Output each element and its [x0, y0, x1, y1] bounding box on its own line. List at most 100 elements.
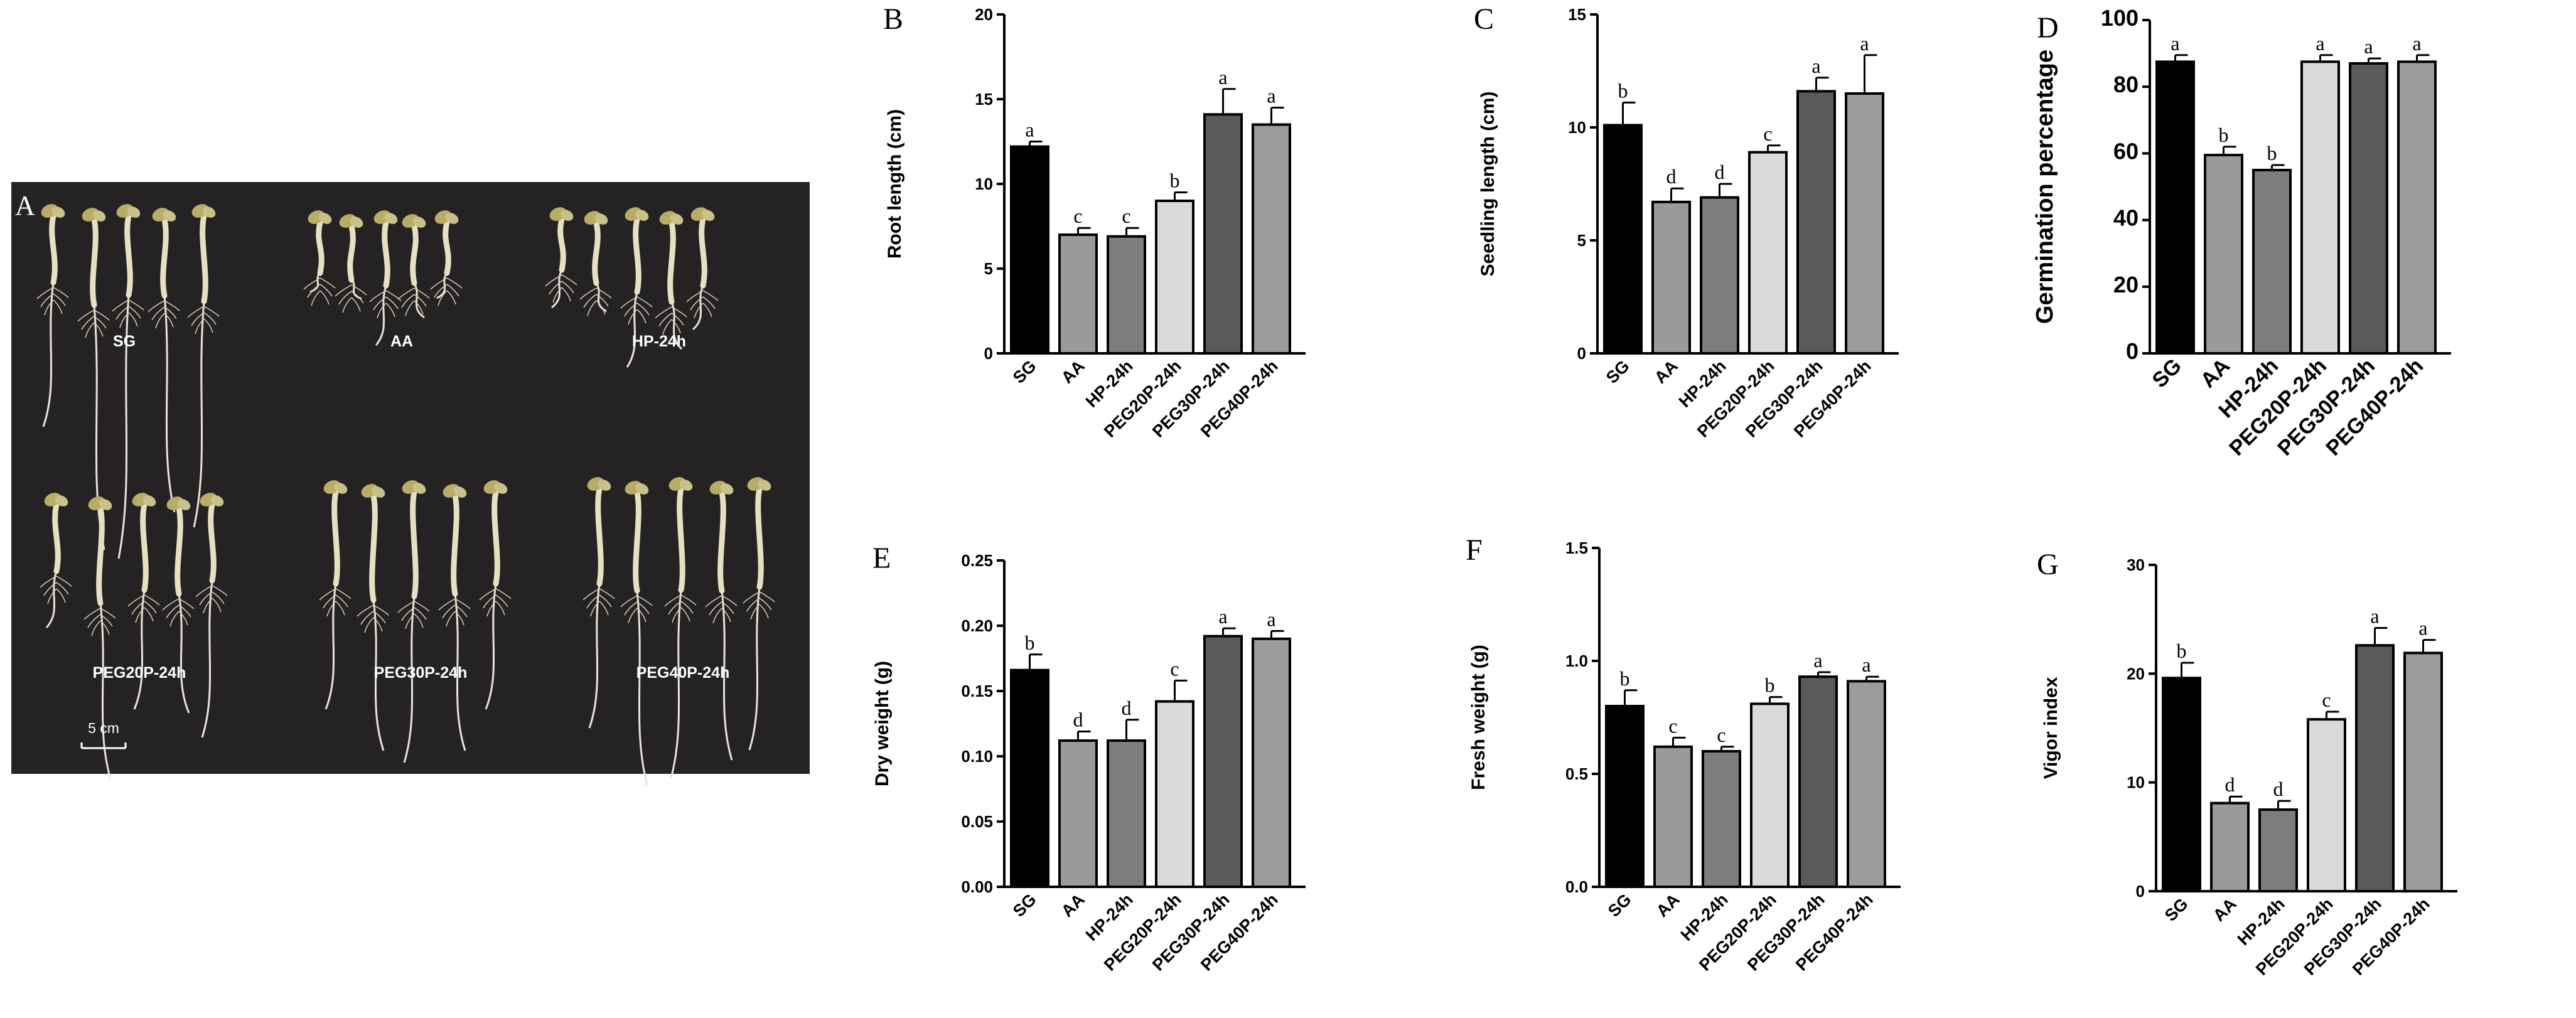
- seedling-lateral-root: [702, 296, 716, 309]
- significance-letter: a: [2171, 32, 2179, 55]
- y-axis-label: Vigor index: [2041, 677, 2061, 779]
- seedling-cotyledon: [318, 213, 332, 224]
- seedling-cotyledon: [177, 499, 191, 510]
- seedling-lateral-root: [680, 594, 697, 606]
- seedling-lateral-root: [53, 299, 63, 314]
- y-tick-label: 40: [2113, 205, 2139, 231]
- seedling-lateral-root: [212, 597, 222, 613]
- seedling-lateral-root: [680, 607, 690, 622]
- significance-letter: c: [1170, 657, 1179, 680]
- bar-peg20p-24h: [1155, 200, 1194, 355]
- y-tick-label: 20: [975, 5, 993, 24]
- seedling-lateral-root: [414, 613, 424, 628]
- seedling-lateral-root: [590, 601, 600, 617]
- significance-letter: a: [1025, 119, 1034, 141]
- x-tick-label: AA: [1653, 890, 1683, 921]
- seedling-cotyledon: [598, 480, 611, 491]
- seedling-root: [670, 589, 682, 779]
- seedling-lateral-root: [636, 303, 650, 316]
- y-tick-label: 1.5: [1565, 538, 1588, 557]
- y-tick-label: 0: [2136, 882, 2145, 901]
- photo-label-peg20p-24h: PEG20P-24h: [93, 664, 186, 682]
- seedling-lateral-root: [373, 604, 389, 616]
- y-tick-label: 20: [2113, 272, 2139, 297]
- seedling-lateral-root: [454, 611, 464, 626]
- seedling-lateral-root: [369, 290, 387, 303]
- seedling-lateral-root: [721, 595, 738, 606]
- seedling-lateral-root: [405, 300, 415, 316]
- seedling-lateral-root: [636, 309, 647, 324]
- significance-letter: a: [1267, 608, 1275, 630]
- significance-letter: a: [1860, 32, 1869, 55]
- x-tick-label: SG: [2148, 354, 2187, 393]
- bar-sg: [1605, 705, 1645, 888]
- seedling-lateral-root: [311, 290, 321, 306]
- significance-letter: a: [2418, 617, 2427, 640]
- seedling-root: [117, 294, 130, 559]
- seedling-lateral-root: [127, 594, 145, 607]
- seedling-hypocotyl: [160, 217, 169, 299]
- seedling-lateral-root: [360, 611, 374, 625]
- seedling-hypocotyl: [331, 489, 340, 587]
- seedling-lateral-root: [446, 277, 463, 289]
- seedling-lateral-root: [414, 287, 430, 299]
- seedling-lateral-root: [40, 293, 54, 308]
- seedling-lateral-root: [495, 588, 512, 599]
- seedling-lateral-root: [203, 306, 220, 317]
- seedling-lateral-root: [87, 614, 101, 628]
- seedling-lateral-root: [53, 293, 66, 306]
- seedling-cotyledon: [720, 483, 734, 495]
- seedling-cotyledon: [202, 206, 216, 218]
- seedling-cotyledon: [758, 480, 771, 491]
- seedling-lateral-root: [582, 588, 600, 601]
- seedling-lateral-root: [672, 607, 682, 623]
- significance-letter: b: [2219, 124, 2229, 146]
- y-tick-label: 10: [975, 174, 993, 193]
- seedling-lateral-root: [100, 620, 110, 635]
- seedling-lateral-root: [655, 306, 672, 319]
- panel-letter-f: F: [1466, 533, 1483, 567]
- seedling-cotyledon: [127, 206, 141, 218]
- y-axis-label: Germination percentage: [2032, 50, 2058, 324]
- seedling-root: [178, 593, 190, 714]
- seedling-lateral-root: [561, 281, 574, 294]
- seedling-lateral-root: [364, 617, 374, 633]
- seedling-cotyledon: [99, 499, 112, 510]
- y-tick-label: 60: [2113, 138, 2139, 164]
- seedling-root: [193, 301, 205, 528]
- seedling-cotyledon: [445, 213, 459, 224]
- significance-letter: a: [1218, 66, 1227, 88]
- seedling-hypocotyl: [557, 216, 566, 273]
- seedling-lateral-root: [397, 601, 415, 613]
- x-tick-label: AA: [2209, 894, 2240, 925]
- seedling-lateral-root: [671, 313, 684, 326]
- seedling-lateral-root: [385, 296, 399, 309]
- y-tick-label: 0.05: [961, 812, 993, 831]
- significance-letter: d: [1666, 165, 1677, 188]
- seedling-root: [133, 589, 146, 710]
- significance-letter: c: [1668, 714, 1677, 737]
- bar-peg30p-24h: [2355, 644, 2395, 893]
- seedling-lateral-root: [662, 319, 672, 335]
- seedling-lateral-root: [712, 608, 722, 624]
- significance-letter: b: [1025, 631, 1035, 654]
- seedling-lateral-root: [705, 595, 722, 608]
- seedling-lateral-root: [583, 294, 597, 308]
- seedling-hypocotyl: [451, 493, 459, 597]
- seedling-lateral-root: [94, 309, 110, 321]
- seedling-lateral-root: [702, 303, 712, 318]
- significance-letter: b: [1170, 169, 1180, 192]
- x-tick-label: SG: [2161, 894, 2192, 925]
- bar-peg30p-24h: [1798, 675, 1838, 888]
- seedling-lateral-root: [144, 594, 160, 606]
- seedling-lateral-root: [94, 316, 107, 329]
- y-tick-label: 0.10: [961, 747, 993, 766]
- seedling-lateral-root: [628, 309, 638, 325]
- seedling-lateral-root: [624, 601, 638, 616]
- seedling-cotyledon: [594, 213, 608, 225]
- significance-letter: d: [1715, 161, 1725, 183]
- chart-germination-percentage: D 0 20 40 60 80 100 Germination percentage a SG b…: [2032, 5, 2451, 461]
- panel-letter-b: B: [883, 3, 903, 36]
- bar-hp-24h: [2252, 168, 2292, 355]
- significance-letter: b: [2177, 640, 2187, 662]
